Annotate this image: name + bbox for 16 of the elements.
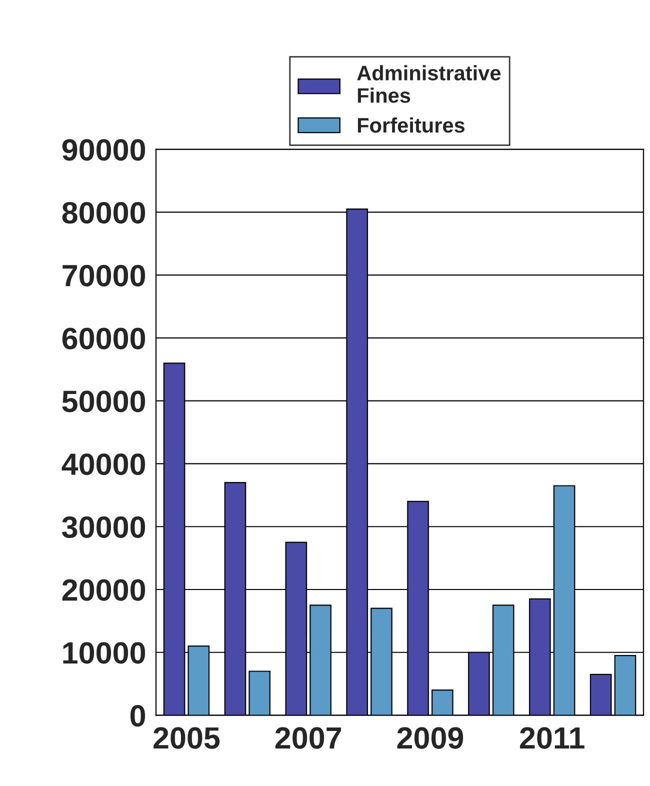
y-tick-label: 10000 [63, 642, 146, 664]
x-tick-label: 2011 [520, 727, 584, 749]
x-tick-label: 2005 [154, 727, 220, 749]
y-tick-label: 70000 [62, 264, 146, 286]
y-tick-label: 30000 [62, 516, 146, 538]
y-tick-label: 20000 [62, 579, 146, 601]
y-tick-label: 60000 [62, 328, 146, 350]
y-tick-label: 90000 [62, 139, 146, 161]
legend-label: Administrative Fines [357, 65, 501, 103]
x-tick-label: 2009 [397, 727, 464, 749]
y-tick-label: 80000 [62, 202, 146, 224]
y-tick-label: 50000 [62, 390, 146, 412]
y-tick-label: 40000 [62, 453, 146, 476]
legend-label: Forfeitures [358, 117, 465, 133]
y-tick-label: 0 [130, 704, 146, 727]
x-tick-label: 2007 [275, 727, 341, 749]
